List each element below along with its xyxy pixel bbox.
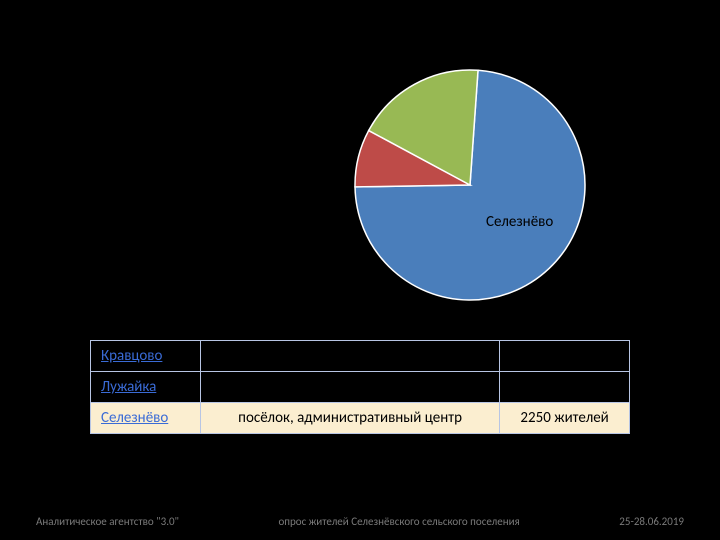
settlement-name-cell: Кравцово [91,341,201,372]
population-unit: жителей [547,378,605,396]
footer-survey: опрос жителей Селезнёвского сельского по… [278,515,519,528]
settlement-link[interactable]: Лужайка [101,378,156,396]
settlement-name-cell: Лужайка [91,372,201,403]
pie-svg [340,45,600,325]
settlements-table: Кравцовопосёлок248 жителейЛужайкапосёлок… [90,340,630,434]
pie-chart: % Селезнёво [340,45,600,305]
settlement-type-cell: посёлок, административный центр [200,403,499,434]
footer: Аналитическое агентство "3.0" опрос жите… [0,515,720,528]
settlement-population-cell: 2250 жителей [500,403,630,434]
settlement-population-cell: 248 жителей [500,341,630,372]
settlement-population-cell: 558 жителей [500,372,630,403]
population-number: 558 [524,378,547,396]
footer-date: 25-28.06.2019 [619,515,684,528]
table-row: Лужайкапосёлок железнодорожной станции55… [91,372,630,403]
table-row: Кравцовопосёлок248 жителей [91,341,630,372]
table-row: Селезнёво посёлок, административный центр… [91,403,630,434]
settlement-name-cell: Селезнёво [91,403,201,434]
settlement-type-cell: посёлок железнодорожной станции [200,372,499,403]
population-number: 2250 [520,409,550,427]
pie-slice-label-seleznevo: Селезнёво [486,213,553,231]
population-unit: жителей [547,347,605,365]
settlement-link[interactable]: Кравцово [101,347,162,365]
footer-agency: Аналитическое агентство "3.0" [36,515,179,528]
population-unit: жителей [551,409,609,427]
population-number: 248 [524,347,547,365]
pie-percent-label: % [494,57,503,72]
settlement-link[interactable]: Селезнёво [101,409,168,427]
settlement-type-cell: посёлок [200,341,499,372]
